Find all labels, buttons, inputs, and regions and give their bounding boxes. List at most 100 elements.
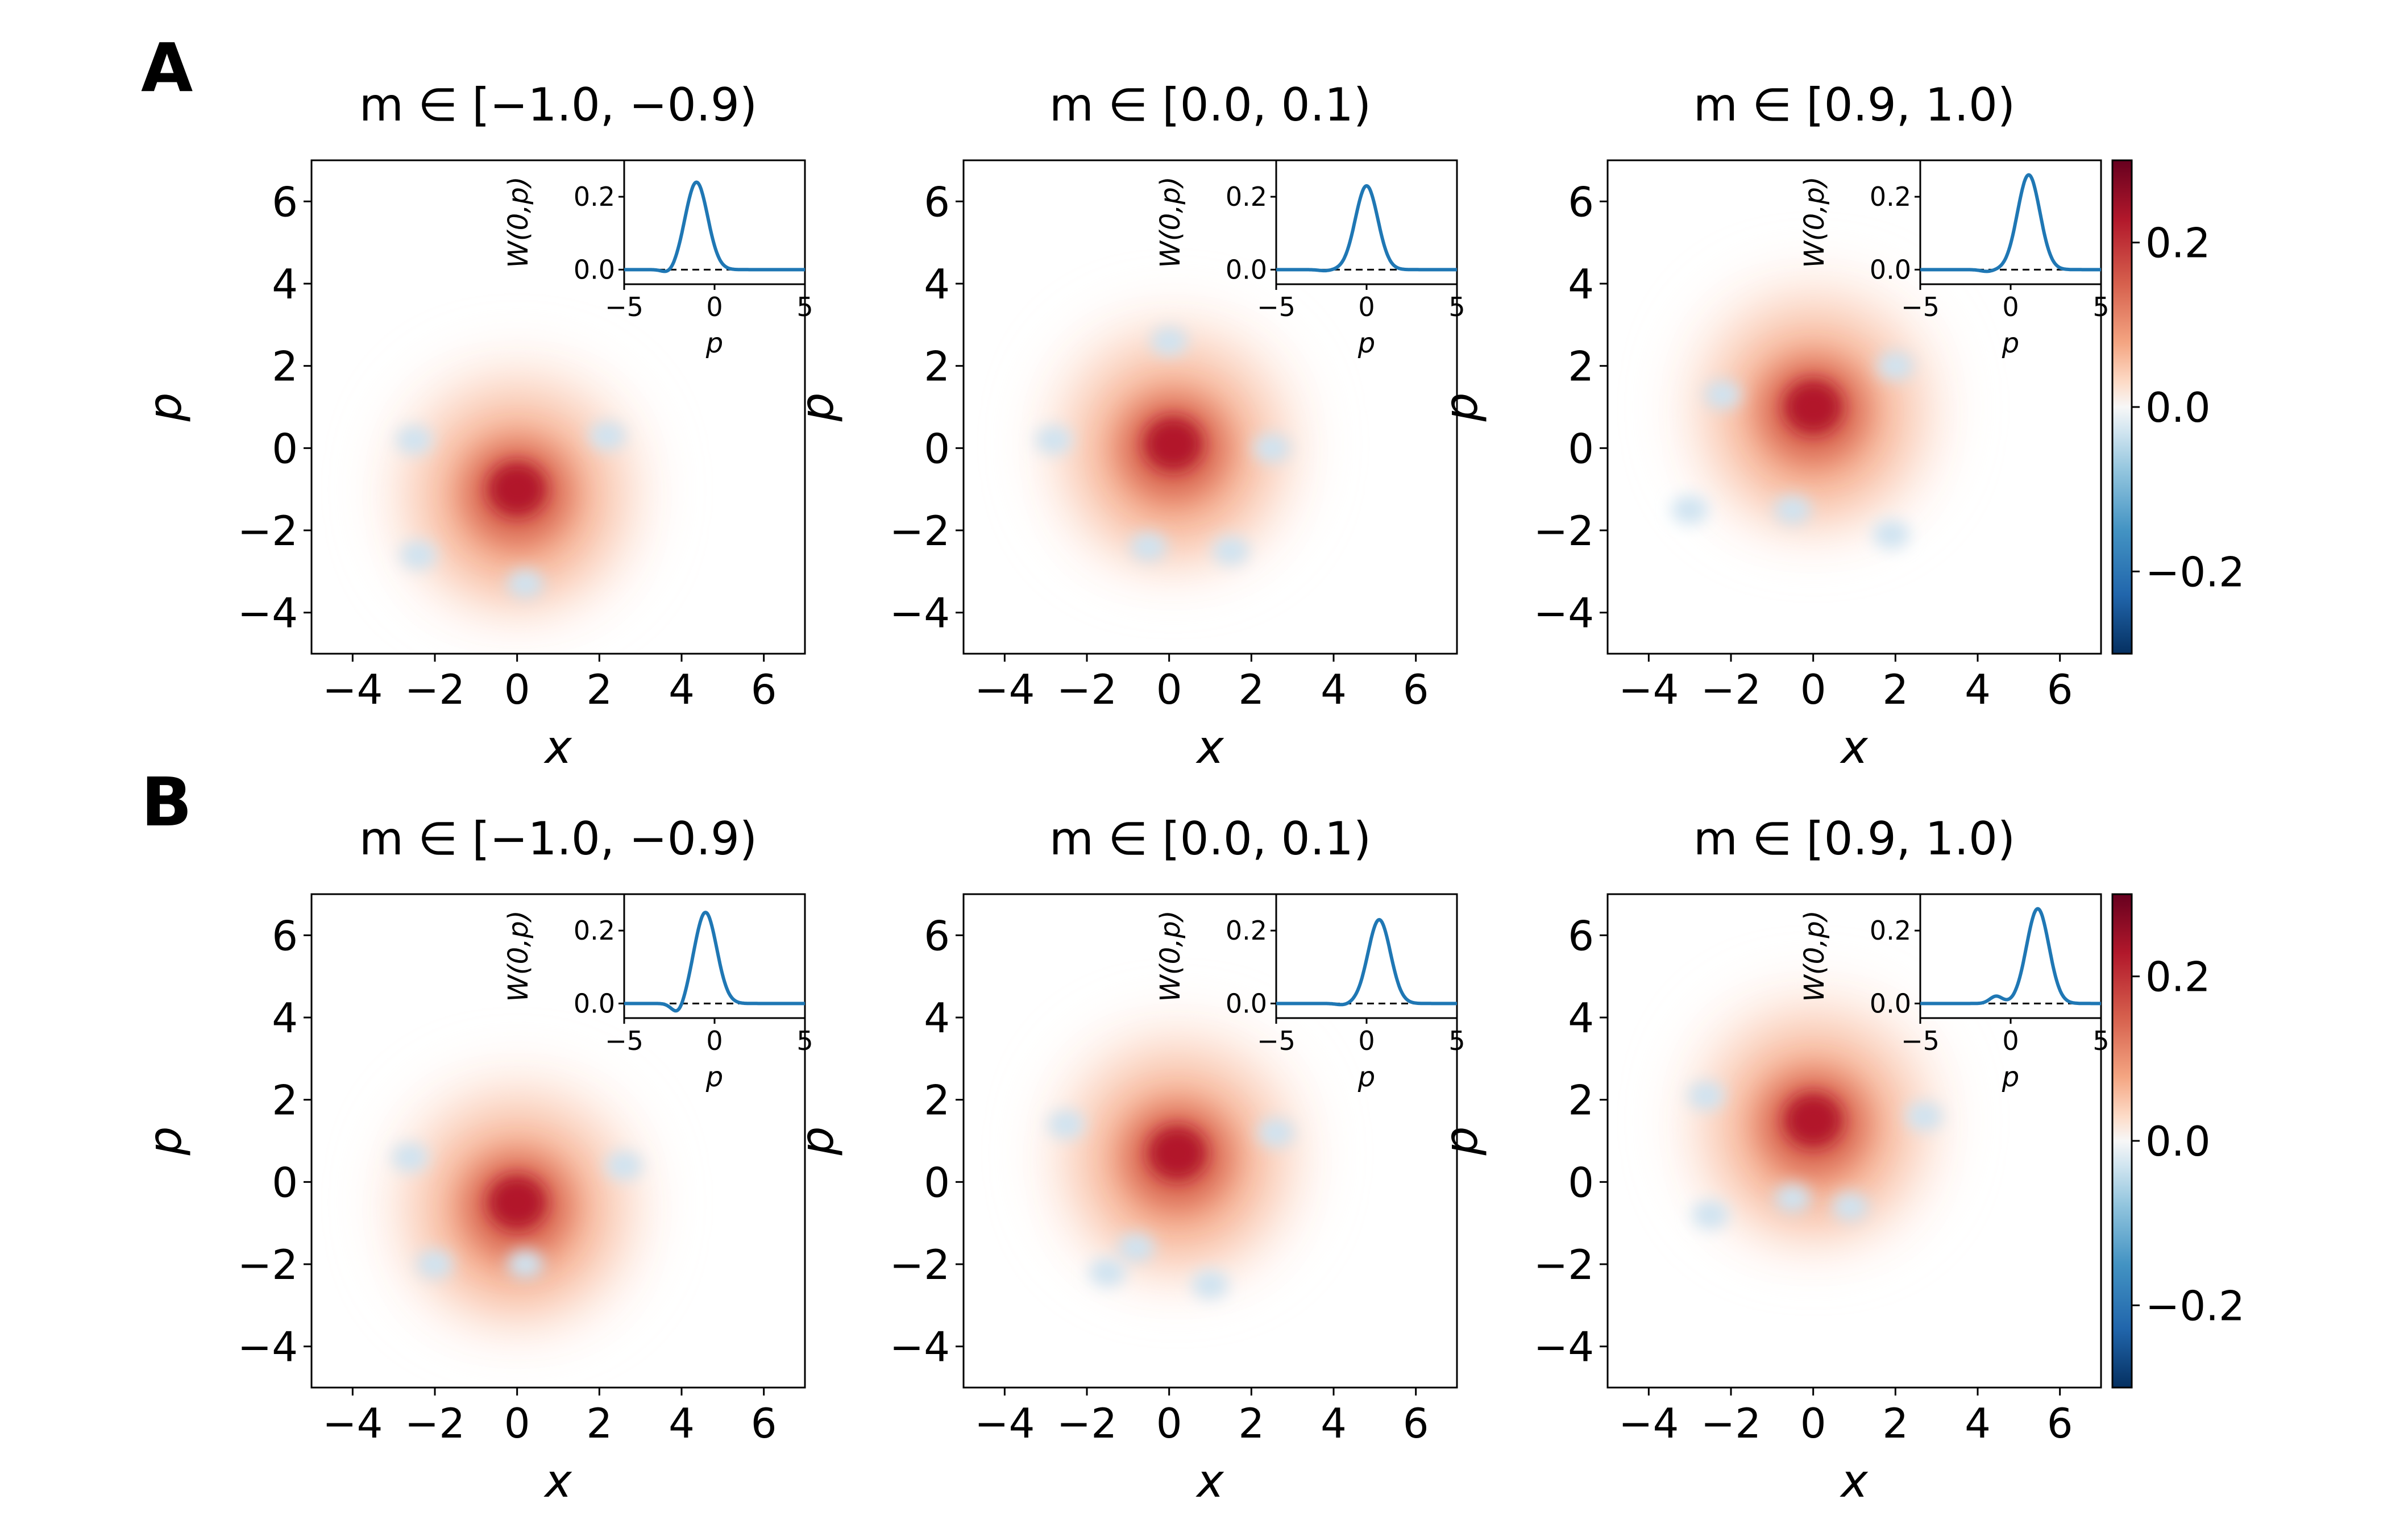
axes-frame [962,159,1458,655]
panel-title: m ∈ [0.0, 0.1) [1049,78,1371,131]
y-tick-label: −2 [1534,507,1594,555]
y-tick-label: −4 [890,589,950,637]
x-tick-label: −2 [1057,1399,1117,1447]
colorbar: 0.2 0.0 −0.2 [2111,159,2245,655]
colorbar-tick-label: 0.0 [2145,384,2211,431]
x-tick-label: 4 [1965,1399,1991,1447]
y-tick-label: −2 [238,1241,298,1289]
x-tick-label: 4 [669,1399,695,1447]
inset-y-label: W(0,p) [503,176,534,268]
heatmap [1035,321,1297,568]
inset-y-tick-label: 0.2 [1870,181,1911,212]
x-tick-label: −2 [1057,666,1117,713]
inset-y-tick-label: 0.0 [1226,254,1267,285]
negative-region [396,425,433,455]
negative-region [506,569,544,599]
x-tick-label: 4 [1321,666,1347,713]
inset-x-tick-label: 0 [1358,1025,1375,1056]
x-tick-label: 2 [1882,1399,1908,1447]
x-tick-label: 4 [1321,1399,1347,1447]
panel-title: m ∈ [0.0, 0.1) [1049,812,1371,865]
heatmap [1671,284,1937,549]
y-axis-label: p [791,393,844,422]
x-axis-label: x [1839,721,1869,774]
heatmap [1688,996,1943,1244]
negative-region [1905,1102,1943,1131]
y-tick-label: 6 [272,912,298,960]
colorbar-tick-label: −0.2 [2145,548,2245,596]
y-tick-label: 2 [272,1077,298,1124]
y-tick-label: 4 [924,260,950,308]
inset-x-tick-label: −5 [605,1025,643,1056]
negative-region [1692,1200,1729,1230]
x-tick-label: −4 [974,666,1035,713]
y-tick-label: 2 [924,1077,950,1124]
x-tick-label: 6 [2047,1399,2073,1447]
inset-x-tick-label: −5 [605,292,643,322]
negative-region [589,421,626,450]
axes-frame [310,159,806,655]
negative-region [605,1151,643,1180]
x-tick-label: 4 [669,666,695,713]
inset-y-label: W(0,p) [503,910,534,1002]
heatmap [392,1079,643,1326]
inset-y-label: W(0,p) [1799,176,1830,268]
negative-region [1089,1258,1126,1287]
inset-x-tick-label: 5 [2093,292,2109,322]
inset-y-tick-label: 0.0 [574,988,615,1019]
y-tick-label: 2 [924,343,950,391]
panel-title: m ∈ [−1.0, −0.9) [359,812,757,865]
inset-y-label: W(0,p) [1155,176,1186,268]
x-tick-label: 0 [1156,666,1182,713]
y-tick-label: 4 [1568,994,1594,1042]
x-tick-label: −4 [1618,1399,1679,1447]
inset-x-tick-label: 5 [1448,292,1465,322]
inset-x-label: p [1357,1061,1375,1093]
negative-region [1253,434,1291,463]
inset-curve [1919,173,2102,273]
y-tick-label: 4 [272,994,298,1042]
inset-curve [1919,907,2102,1006]
x-tick-label: 4 [1965,666,1991,713]
negative-region [1035,425,1073,455]
inset-plot: −5 0 5 0.0 0.2 p W(0,p) [1799,159,2110,359]
inset-x-label: p [2002,1061,2019,1093]
negative-region [1876,351,1914,380]
x-tick-label: 6 [1403,666,1429,713]
x-tick-label: 6 [751,666,777,713]
x-axis-label: x [543,1455,572,1507]
y-tick-label: 4 [272,260,298,308]
y-tick-label: −2 [890,507,950,555]
heatmap [1048,1029,1301,1299]
x-tick-label: 6 [2047,666,2073,713]
inset-x-label: p [1357,327,1375,359]
y-tick-label: 2 [1568,343,1594,391]
wigner-peak [1144,417,1202,471]
negative-region [506,1249,544,1279]
inset-x-tick-label: 0 [2002,1025,2019,1056]
negative-region [1873,520,1910,549]
colorbar-tick-label: 0.0 [2145,1118,2211,1165]
y-tick-label: 6 [924,178,950,226]
y-tick-label: 0 [272,1158,298,1206]
inset-y-label: W(0,p) [1155,910,1186,1002]
inset-x-label: p [705,1061,723,1093]
y-axis-label: p [139,1127,192,1156]
inset-x-tick-label: 5 [1448,1025,1465,1056]
x-tick-label: 6 [1403,1399,1429,1447]
inset-plot: −5 0 5 0.0 0.2 p W(0,p) [1799,893,2110,1093]
inset-x-tick-label: 0 [706,1025,723,1056]
inset-curve [1275,917,1458,1007]
y-tick-label: 6 [1568,912,1594,960]
y-tick-label: −4 [890,1323,950,1371]
inset-y-tick-label: 0.0 [1870,254,1911,285]
inset-y-tick-label: 0.2 [574,181,615,212]
y-tick-label: 2 [272,343,298,391]
y-tick-label: 0 [272,425,298,472]
wigner-peak [488,462,546,516]
negative-region [1774,1183,1812,1213]
y-tick-label: 0 [924,425,950,472]
inset-x-tick-label: 0 [2002,292,2019,322]
inset-y-tick-label: 0.0 [574,254,615,285]
